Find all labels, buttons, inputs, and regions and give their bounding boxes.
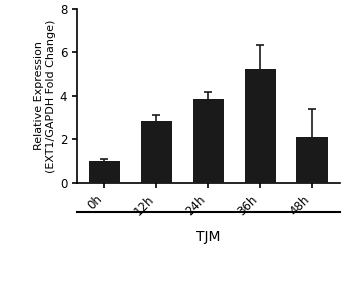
Bar xyxy=(296,137,328,183)
Bar xyxy=(193,99,224,183)
Bar xyxy=(89,161,120,183)
Y-axis label: Relative Expression
(EXT1/GAPDH Fold Change): Relative Expression (EXT1/GAPDH Fold Cha… xyxy=(34,19,56,173)
Text: TJM: TJM xyxy=(196,230,220,244)
Bar xyxy=(245,69,276,183)
Bar xyxy=(141,121,172,183)
